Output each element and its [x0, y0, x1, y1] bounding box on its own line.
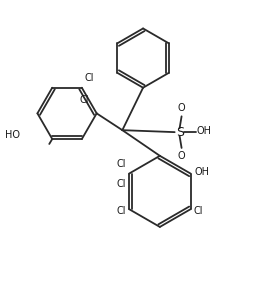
Text: HO: HO [5, 130, 20, 140]
Text: Cl: Cl [117, 178, 126, 189]
Text: OH: OH [195, 167, 210, 177]
Text: Cl: Cl [85, 73, 94, 83]
Text: Cl: Cl [117, 206, 126, 216]
Text: S: S [176, 126, 184, 139]
Text: Cl: Cl [80, 95, 89, 105]
Text: OH: OH [196, 126, 211, 136]
Text: Cl: Cl [117, 159, 126, 169]
Text: O: O [178, 151, 185, 161]
Text: O: O [178, 103, 185, 113]
Text: Cl: Cl [194, 206, 203, 216]
